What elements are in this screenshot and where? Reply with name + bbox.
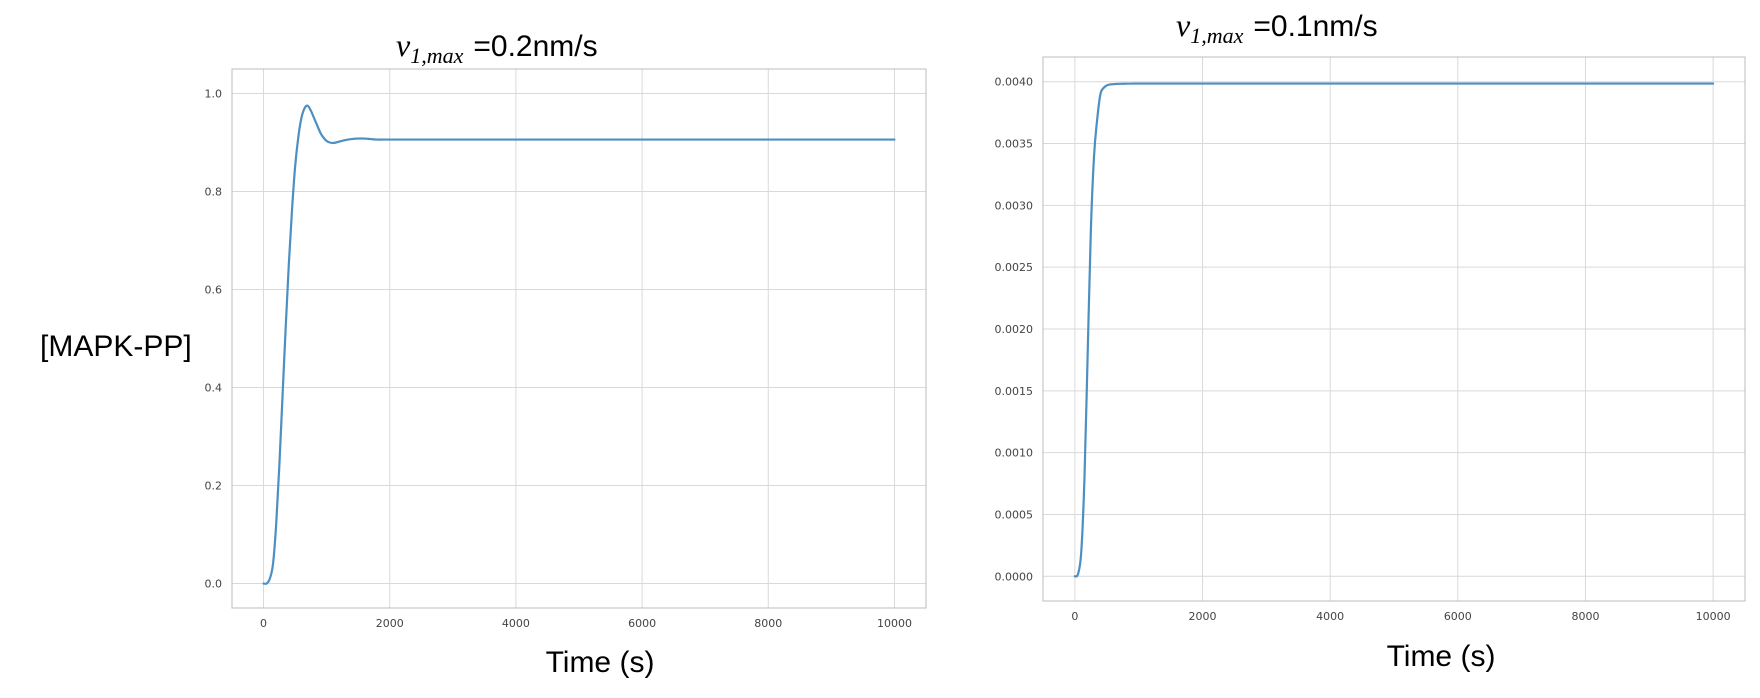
chart-left: 0 2000 4000 6000 8000 10000 0.0 0.2 0.4 0.6 0.8 1.… bbox=[40, 27, 927, 679]
left-series-line bbox=[262, 104, 896, 585]
left-title-value: =0.2nm/s bbox=[473, 30, 597, 63]
right-ytick-label: 0.0035 bbox=[995, 138, 1034, 151]
right-ytick-label: 0.0030 bbox=[995, 199, 1034, 212]
right-xtick-label: 4000 bbox=[1316, 610, 1344, 623]
left-x-axis-label: Time (s) bbox=[546, 646, 655, 679]
right-ytick-label: 0.0005 bbox=[995, 508, 1034, 521]
right-xtick-label: 2000 bbox=[1189, 610, 1217, 623]
left-ytick-label: 1.0 bbox=[205, 88, 223, 101]
right-series-line bbox=[1073, 82, 1715, 578]
right-title-sub: 1,max bbox=[1190, 23, 1243, 48]
right-title-var: v bbox=[1176, 7, 1191, 43]
left-xtick-label: 8000 bbox=[754, 617, 782, 630]
right-xtick-label: 0 bbox=[1071, 610, 1078, 623]
right-xtick-label: 8000 bbox=[1571, 610, 1599, 623]
left-xtick-label: 4000 bbox=[502, 617, 530, 630]
right-ytick-label: 0.0010 bbox=[995, 447, 1034, 460]
right-xtick-label: 10000 bbox=[1696, 610, 1731, 623]
left-grid bbox=[232, 69, 926, 608]
left-xtick-label: 0 bbox=[260, 617, 267, 630]
right-grid bbox=[1043, 57, 1745, 601]
left-title-var: v bbox=[396, 27, 411, 63]
left-ytick-label: 0.4 bbox=[205, 382, 223, 395]
left-chart-title: v1,max =0.2nm/s bbox=[396, 27, 598, 68]
right-ytick-label: 0.0020 bbox=[995, 323, 1034, 336]
left-xticks: 0 2000 4000 6000 8000 10000 bbox=[260, 617, 912, 630]
right-ytick-label: 0.0040 bbox=[995, 76, 1034, 89]
left-yticks: 0.0 0.2 0.4 0.6 0.8 1.0 bbox=[205, 88, 223, 591]
left-xtick-label: 6000 bbox=[628, 617, 656, 630]
left-ytick-label: 0.6 bbox=[205, 284, 223, 297]
right-plot-frame bbox=[1042, 56, 1746, 602]
right-chart-title: v1,max =0.1nm/s bbox=[1176, 7, 1378, 48]
left-ytick-label: 0.2 bbox=[205, 480, 223, 493]
right-xtick-label: 6000 bbox=[1444, 610, 1472, 623]
left-plot-frame bbox=[231, 68, 927, 609]
chart-right: 0 2000 4000 6000 8000 10000 0.0000 0.0005 0.001… bbox=[995, 7, 1746, 673]
left-title-sub: 1,max bbox=[410, 43, 463, 68]
right-ytick-label: 0.0025 bbox=[995, 261, 1034, 274]
right-title-value: =0.1nm/s bbox=[1253, 10, 1377, 43]
right-ytick-label: 0.0000 bbox=[995, 570, 1034, 583]
left-ytick-label: 0.0 bbox=[205, 578, 223, 591]
left-ytick-label: 0.8 bbox=[205, 186, 223, 199]
right-yticks: 0.0000 0.0005 0.0010 0.0015 0.0020 0.0025 0.00… bbox=[995, 76, 1034, 584]
right-xticks: 0 2000 4000 6000 8000 10000 bbox=[1071, 610, 1730, 623]
left-xtick-label: 2000 bbox=[376, 617, 404, 630]
left-xtick-label: 10000 bbox=[877, 617, 912, 630]
left-y-axis-label: [MAPK-PP] bbox=[40, 330, 192, 363]
right-x-axis-label: Time (s) bbox=[1387, 640, 1496, 673]
right-ytick-label: 0.0015 bbox=[995, 385, 1034, 398]
